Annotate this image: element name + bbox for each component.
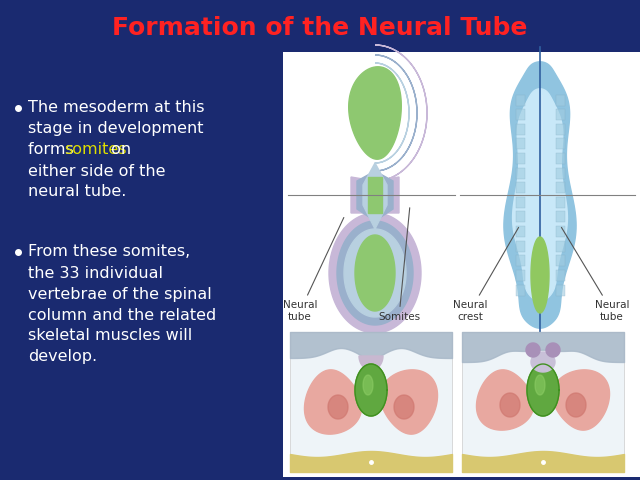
Bar <box>515 124 525 135</box>
Text: Neural
tube: Neural tube <box>283 217 344 322</box>
Bar <box>515 270 525 281</box>
Polygon shape <box>380 370 438 434</box>
Bar <box>556 182 564 193</box>
Text: somites: somites <box>64 143 127 157</box>
Polygon shape <box>359 356 383 370</box>
Bar <box>515 255 525 266</box>
Text: on: on <box>106 143 131 157</box>
Polygon shape <box>394 395 414 419</box>
Bar <box>515 109 525 120</box>
Text: the 33 individual: the 33 individual <box>28 265 163 280</box>
Text: either side of the: either side of the <box>28 164 166 179</box>
Text: forms: forms <box>28 143 79 157</box>
Bar <box>556 255 564 266</box>
Bar <box>515 138 525 149</box>
Bar <box>515 211 525 222</box>
Text: develop.: develop. <box>28 349 97 364</box>
Polygon shape <box>355 235 395 311</box>
Polygon shape <box>513 89 568 301</box>
Text: Neural
crest: Neural crest <box>452 228 518 322</box>
Polygon shape <box>535 375 545 395</box>
Polygon shape <box>500 393 520 417</box>
Bar <box>515 197 525 208</box>
Polygon shape <box>531 352 555 372</box>
Bar <box>515 95 525 106</box>
Polygon shape <box>531 237 549 313</box>
Polygon shape <box>328 395 348 419</box>
Polygon shape <box>363 375 373 395</box>
Text: neural tube.: neural tube. <box>28 184 126 200</box>
Bar <box>556 226 564 237</box>
Polygon shape <box>368 177 382 213</box>
Bar <box>515 168 525 179</box>
Bar <box>556 153 564 164</box>
Polygon shape <box>526 343 540 357</box>
Bar <box>283 52 640 477</box>
Bar <box>556 285 564 296</box>
Bar <box>556 168 564 179</box>
Bar <box>556 211 564 222</box>
Bar <box>556 95 564 106</box>
Bar <box>515 226 525 237</box>
Text: stage in development: stage in development <box>28 121 204 136</box>
Bar <box>556 124 564 135</box>
Bar <box>556 270 564 281</box>
Polygon shape <box>546 343 560 357</box>
Text: column and the related: column and the related <box>28 308 216 323</box>
Polygon shape <box>355 364 387 416</box>
Polygon shape <box>527 364 559 416</box>
Polygon shape <box>349 67 401 159</box>
Polygon shape <box>305 370 362 434</box>
Bar <box>556 240 564 252</box>
Polygon shape <box>504 62 576 328</box>
Text: The mesoderm at this: The mesoderm at this <box>28 100 205 116</box>
Bar <box>515 153 525 164</box>
Bar <box>290 332 452 472</box>
Polygon shape <box>329 45 427 333</box>
Bar <box>556 109 564 120</box>
Polygon shape <box>476 370 534 430</box>
Text: Formation of the Neural Tube: Formation of the Neural Tube <box>112 16 528 40</box>
Bar <box>515 285 525 296</box>
Polygon shape <box>552 370 609 430</box>
Bar <box>515 182 525 193</box>
Text: Somites: Somites <box>378 208 420 322</box>
Bar <box>462 332 624 472</box>
Bar <box>556 197 564 208</box>
Bar <box>556 138 564 149</box>
Text: Neural
tube: Neural tube <box>561 228 629 322</box>
Text: vertebrae of the spinal: vertebrae of the spinal <box>28 287 212 301</box>
Text: From these somites,: From these somites, <box>28 244 190 260</box>
Polygon shape <box>337 55 417 325</box>
Polygon shape <box>566 393 586 417</box>
Bar <box>515 240 525 252</box>
Polygon shape <box>344 63 409 317</box>
Text: skeletal muscles will: skeletal muscles will <box>28 328 192 344</box>
